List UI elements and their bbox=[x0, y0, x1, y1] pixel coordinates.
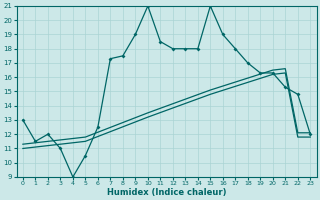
X-axis label: Humidex (Indice chaleur): Humidex (Indice chaleur) bbox=[107, 188, 226, 197]
